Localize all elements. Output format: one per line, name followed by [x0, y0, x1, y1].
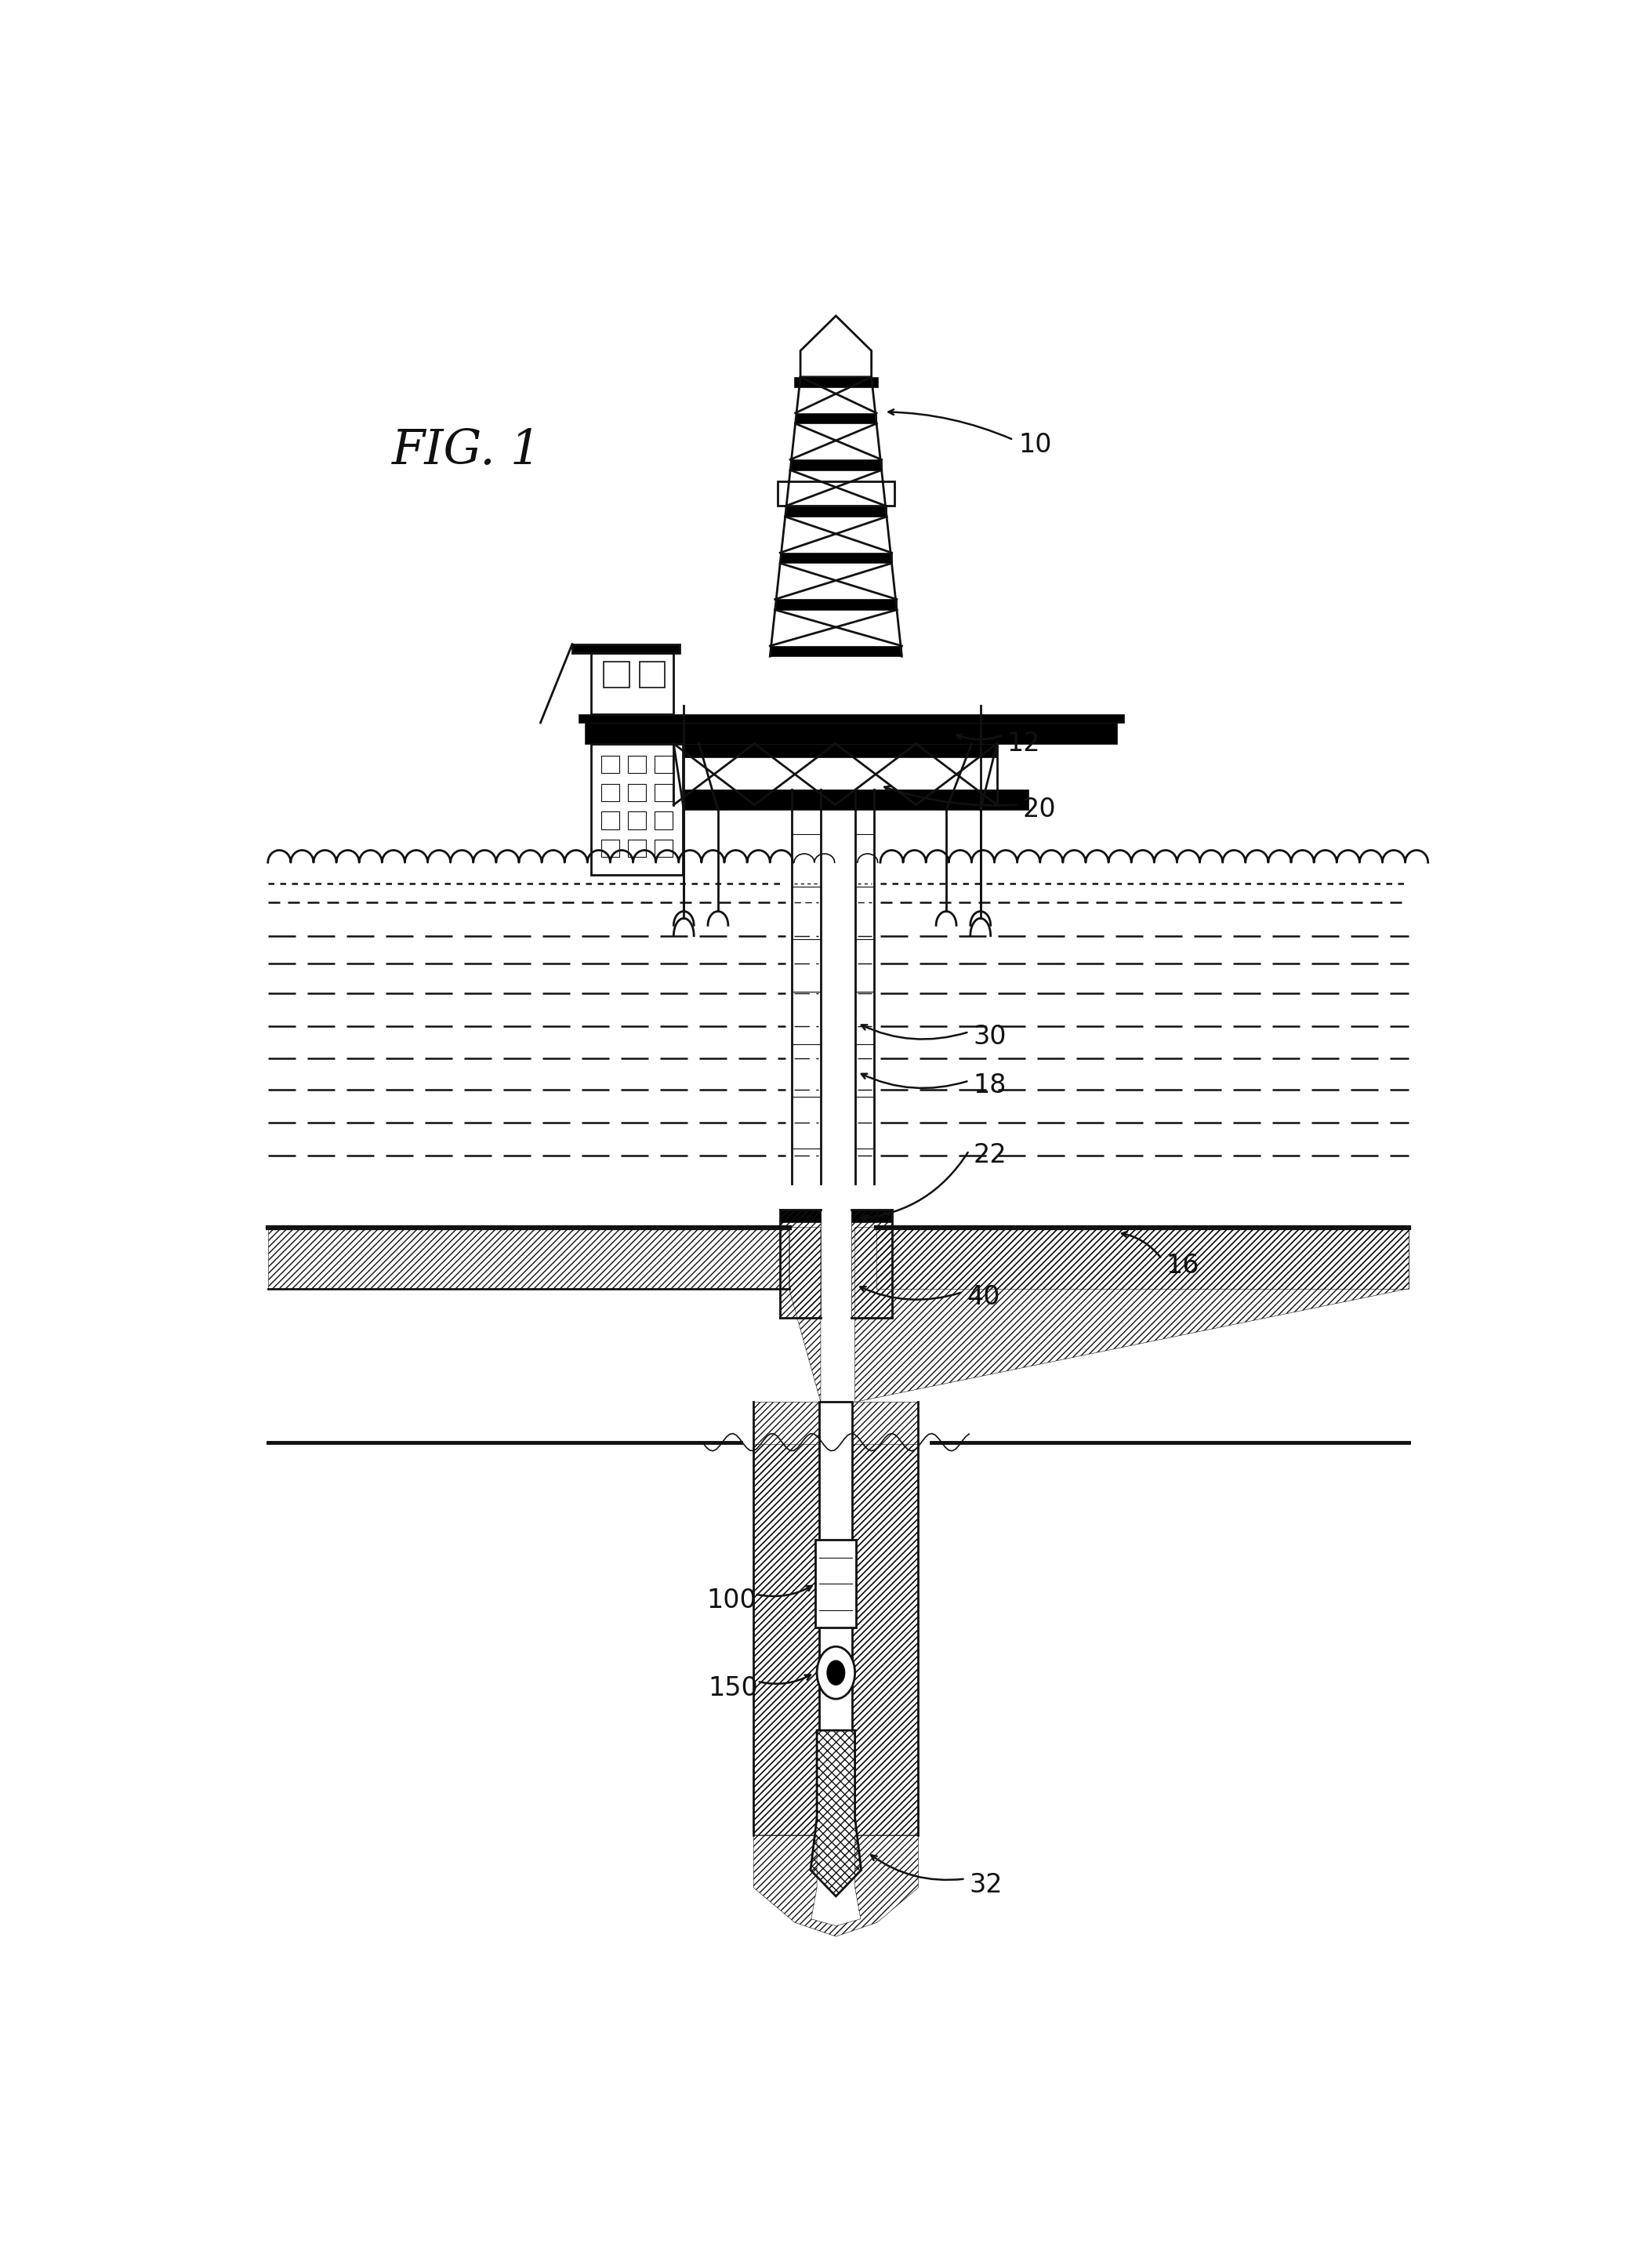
- Bar: [674, 744, 996, 758]
- Text: 18: 18: [973, 1073, 1006, 1098]
- Bar: [775, 599, 897, 610]
- Bar: [602, 812, 618, 830]
- Bar: [591, 744, 682, 875]
- Bar: [780, 553, 892, 562]
- Bar: [628, 785, 646, 801]
- Polygon shape: [810, 1730, 861, 1896]
- Bar: [628, 839, 646, 857]
- Bar: [820, 1402, 852, 1730]
- Bar: [591, 653, 674, 714]
- Bar: [628, 812, 646, 830]
- Bar: [816, 1540, 856, 1628]
- Bar: [780, 1209, 821, 1222]
- Bar: [785, 506, 887, 517]
- Polygon shape: [573, 644, 681, 653]
- Bar: [795, 413, 877, 424]
- Text: 12: 12: [1008, 730, 1040, 755]
- Text: 22: 22: [973, 1143, 1006, 1168]
- Text: 100: 100: [707, 1588, 756, 1613]
- Text: 150: 150: [708, 1676, 757, 1701]
- Text: 32: 32: [969, 1873, 1003, 1898]
- Bar: [777, 481, 895, 506]
- Bar: [877, 1227, 1409, 1288]
- Bar: [654, 755, 672, 773]
- Bar: [648, 789, 1029, 810]
- Text: 40: 40: [967, 1284, 1000, 1309]
- Circle shape: [816, 1647, 856, 1699]
- Bar: [654, 785, 672, 801]
- Bar: [579, 714, 1124, 723]
- Bar: [654, 839, 672, 857]
- Bar: [640, 662, 664, 687]
- Bar: [654, 812, 672, 830]
- Bar: [602, 785, 618, 801]
- Bar: [268, 1227, 789, 1288]
- Bar: [674, 792, 996, 805]
- Bar: [586, 723, 1117, 744]
- Bar: [790, 460, 882, 469]
- Bar: [628, 755, 646, 773]
- Text: 10: 10: [1019, 431, 1052, 458]
- Text: 16: 16: [1165, 1252, 1199, 1279]
- Bar: [602, 839, 618, 857]
- Bar: [602, 755, 618, 773]
- Bar: [851, 1209, 892, 1222]
- Bar: [793, 376, 879, 388]
- Polygon shape: [800, 315, 872, 376]
- Text: 30: 30: [973, 1023, 1006, 1050]
- Circle shape: [828, 1660, 844, 1685]
- Bar: [604, 662, 630, 687]
- Text: FIG. 1: FIG. 1: [393, 426, 542, 474]
- Text: 20: 20: [1022, 796, 1055, 823]
- Bar: [771, 646, 901, 655]
